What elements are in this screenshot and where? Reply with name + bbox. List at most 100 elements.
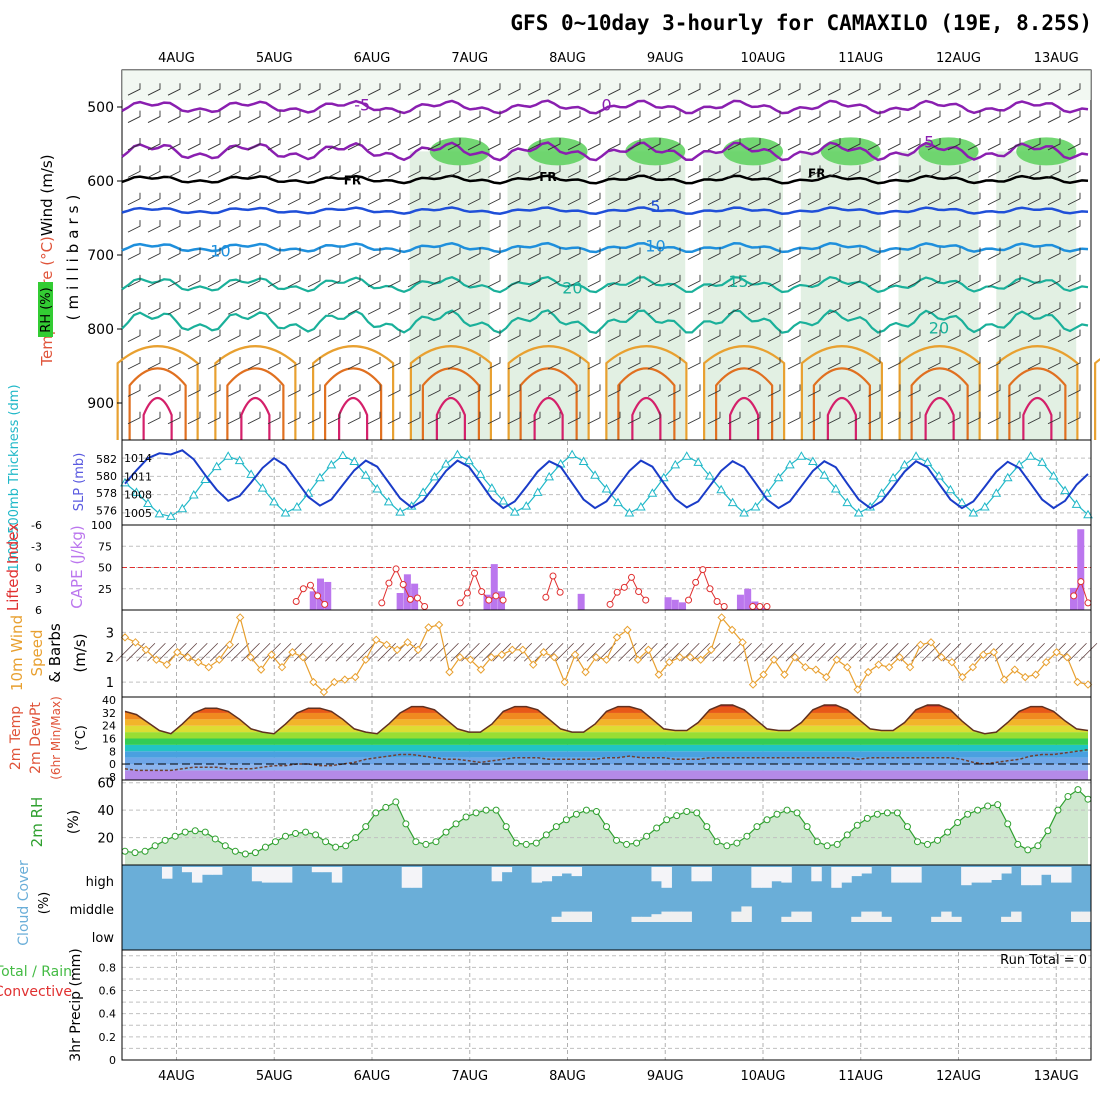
thickness-marker <box>957 497 967 507</box>
wind-barb <box>807 329 821 343</box>
thickness-marker <box>1025 451 1036 460</box>
wind-barb <box>267 302 281 315</box>
wind-barb <box>127 384 141 397</box>
wind-barb <box>827 302 841 315</box>
wind10-marker <box>309 677 318 687</box>
lifted-index-marker <box>749 602 757 610</box>
wind-barb <box>527 329 541 343</box>
rh-marker <box>422 840 430 848</box>
rh-marker <box>402 820 410 828</box>
wind10-barb <box>806 642 826 662</box>
wind-barb <box>347 357 361 370</box>
wind-barb <box>727 384 741 397</box>
wind10-marker <box>727 625 737 635</box>
wind10-marker <box>455 653 465 662</box>
wind10-marker <box>863 667 873 677</box>
wind-barb <box>947 247 961 260</box>
wind-barb <box>207 220 221 233</box>
wind10-marker <box>173 648 182 657</box>
wind10-marker <box>204 662 213 672</box>
wind-barb <box>467 110 481 123</box>
surface-isotherm-arch <box>910 367 969 440</box>
wind-barb <box>787 165 801 178</box>
cloud-high-gap <box>261 867 273 883</box>
thickness-marker <box>1083 509 1093 519</box>
wind-barb <box>987 110 1001 123</box>
slp-ylabel: SLP (mb) <box>72 453 87 512</box>
wind-barb <box>707 220 721 233</box>
rh-marker <box>522 840 530 848</box>
surface-isotherm-arch <box>898 345 981 440</box>
rh-marker <box>703 823 711 831</box>
cloud-high-gap <box>911 867 922 883</box>
wind-barb <box>987 220 1001 233</box>
wind-barb <box>627 83 641 96</box>
isotherm-contour <box>121 241 1089 254</box>
wind-barb <box>367 357 381 370</box>
wind-barb <box>467 274 481 288</box>
wind-barb <box>847 220 861 233</box>
lifted-index-marker <box>713 598 721 605</box>
wind-barb <box>247 384 261 397</box>
wind-barb <box>927 83 941 96</box>
cloud-high-gap <box>971 867 982 883</box>
thickness-marker <box>922 457 933 466</box>
rh-legend-box <box>38 282 53 337</box>
wind-barb <box>387 110 401 123</box>
wind-barb <box>227 220 241 233</box>
wind-barb <box>567 302 581 315</box>
wind-barb <box>727 83 741 96</box>
wind-barb <box>327 274 341 288</box>
wind-barb <box>607 220 621 233</box>
rh-marker <box>512 839 520 847</box>
wind-barb <box>807 384 821 397</box>
wind-barb <box>327 137 341 151</box>
cloud-high-gap <box>191 867 203 883</box>
wind10-marker <box>769 655 779 664</box>
wind-barb <box>967 192 981 206</box>
thickness-marker <box>315 472 325 482</box>
wind-barb <box>427 137 441 151</box>
wind-barb <box>1047 384 1061 397</box>
wind-barb <box>147 384 161 397</box>
wind-barb <box>1047 220 1061 233</box>
wind10-marker <box>884 662 894 672</box>
wind-barb <box>987 357 1001 370</box>
wind10-barb <box>293 642 313 662</box>
wind-barb <box>947 83 961 96</box>
wind-barb <box>347 165 361 178</box>
wind-barb <box>867 137 881 151</box>
wind-barb <box>147 165 161 178</box>
cape-bar <box>671 599 679 610</box>
ua-ytick-label: 800 <box>87 322 114 338</box>
thickness-marker <box>716 484 727 494</box>
rh-marker <box>833 840 841 848</box>
wind10-marker <box>141 645 151 654</box>
wind-barb <box>207 247 221 260</box>
wind-barb <box>407 110 421 123</box>
cloud-high-gap <box>1051 867 1062 883</box>
wind-barb <box>767 110 781 123</box>
rh-marker <box>452 820 460 828</box>
wind-barb <box>667 192 681 206</box>
rh-marker <box>432 838 440 846</box>
wind-barb <box>947 357 961 370</box>
rh-ylabel-1-group: 2m RH <box>28 797 46 848</box>
rh-marker <box>1034 842 1042 850</box>
wind-barb <box>127 247 141 260</box>
wind-barb <box>767 411 781 425</box>
cloud-high-gap <box>401 867 413 888</box>
wind-barb <box>687 329 701 343</box>
wind-barb <box>1047 165 1061 178</box>
cloud-high-gap <box>251 867 263 882</box>
wind-barb <box>907 274 921 288</box>
thickness-marker <box>326 459 337 469</box>
wind10-barb <box>817 642 836 662</box>
day-label-bottom: 8AUG <box>549 1069 586 1084</box>
temp-tick: 0 <box>109 758 116 771</box>
wind-barb <box>967 83 981 96</box>
wind-barb <box>287 357 301 370</box>
wind-barb <box>287 274 301 288</box>
rh-label: RH (%) <box>39 287 54 332</box>
day-label-bottom: 4AUG <box>158 1069 195 1084</box>
